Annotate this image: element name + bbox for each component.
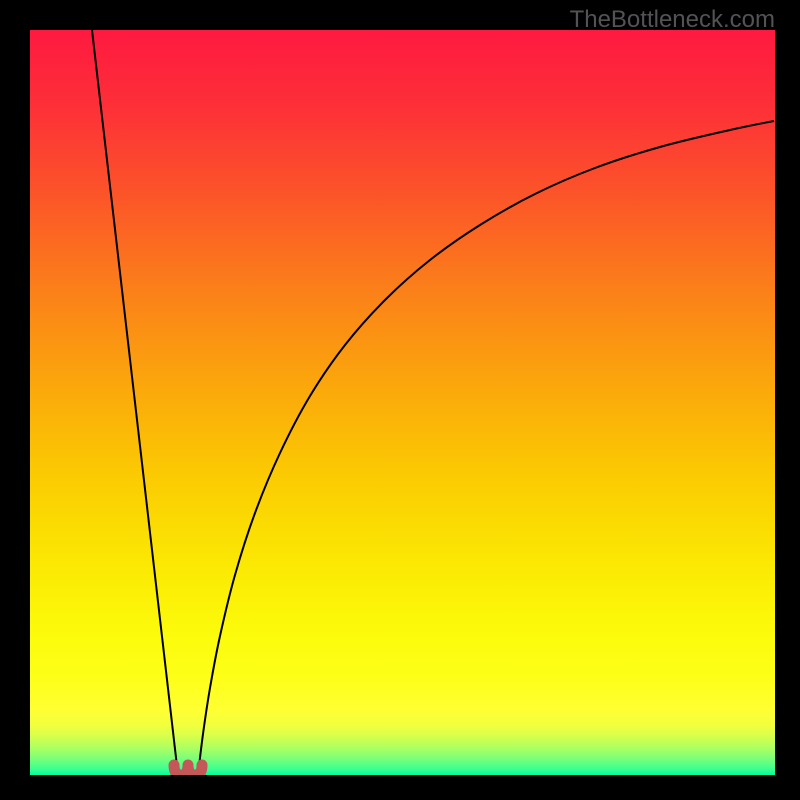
chart-container: TheBottleneck.com	[0, 0, 800, 800]
watermark-text: TheBottleneck.com	[570, 6, 775, 34]
vertex-marker	[174, 765, 202, 775]
plot-area	[30, 30, 775, 775]
left-curve	[92, 30, 178, 775]
right-curve	[198, 121, 774, 775]
curve-layer	[30, 30, 775, 775]
